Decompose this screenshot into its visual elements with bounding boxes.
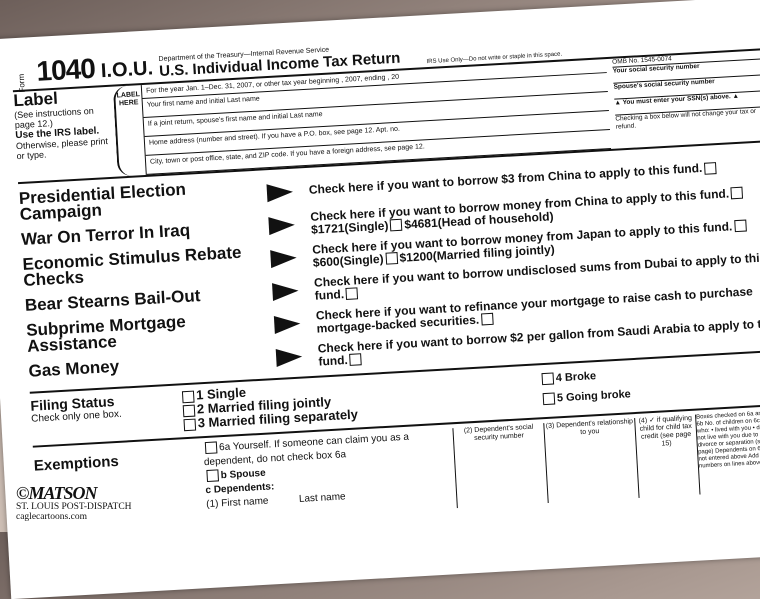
option-label: $1721(Single) <box>310 218 389 237</box>
arrow-icon <box>275 347 303 367</box>
arrow-icon <box>268 215 296 235</box>
fund-label: Bear Stearns Bail-Out <box>24 285 201 315</box>
checkbox[interactable] <box>733 219 747 233</box>
option-label: $600(Single) <box>312 251 384 270</box>
checkbox[interactable] <box>730 186 744 200</box>
form-suffix: I.O.U. <box>100 57 154 83</box>
site-credit: caglecartoons.com <box>16 512 87 522</box>
cartoonist-credit: ©MATSON ST. LOUIS POST-DISPATCH caglecar… <box>16 484 132 522</box>
newspaper-credit: ST. LOUIS POST-DISPATCH <box>16 502 132 512</box>
arrow-icon <box>270 248 298 268</box>
checkbox[interactable] <box>349 353 363 367</box>
dependent-relationship-col: (3) Dependent's relationship to you <box>543 418 639 504</box>
fund-rows: Presidential Election Campaign Check here… <box>18 148 760 388</box>
ssn-block: OMB No. 1545-0074 Your social security n… <box>606 49 760 149</box>
label-otherwise: Otherwise, please print or type. <box>15 136 109 162</box>
exemption-counts: Boxes checked on 6a and 6b No. of childr… <box>695 410 760 495</box>
checkbox[interactable] <box>385 252 398 266</box>
form-label: Form <box>16 73 27 93</box>
last-name-col: Last name <box>298 491 346 505</box>
checkbox[interactable] <box>704 161 717 175</box>
child-credit-col: (4) ✓ if qualifying child for child tax … <box>634 414 700 498</box>
artist-signature: ©MATSON <box>16 483 97 503</box>
first-name-col: (1) First name <box>205 495 269 511</box>
dependent-ssn-col: (2) Dependent's social security number <box>452 423 548 509</box>
checkbox[interactable] <box>345 287 359 301</box>
arrow-icon <box>273 314 301 334</box>
filing-option[interactable]: 5 Going broke <box>540 384 631 409</box>
label-see: (See instructions on page 12.) <box>13 105 94 131</box>
fund-label: Gas Money <box>28 356 120 381</box>
form-number: 1040 <box>35 52 96 87</box>
arrow-icon <box>266 182 294 202</box>
arrow-icon <box>271 281 299 301</box>
checkbox[interactable] <box>390 219 403 232</box>
label-instructions: Label (See instructions on page 12.) Use… <box>13 87 118 182</box>
checkbox[interactable] <box>480 313 494 326</box>
